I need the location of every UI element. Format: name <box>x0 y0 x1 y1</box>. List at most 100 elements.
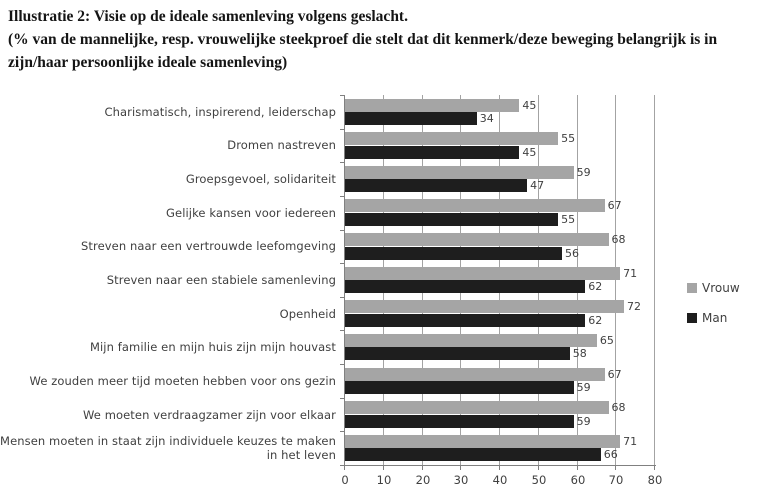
bar-group-line: 58 <box>345 347 587 361</box>
y-tick <box>340 95 344 96</box>
bar-value-label: 59 <box>576 381 591 395</box>
category-row: Groepsgevoel, solidariteit 59 47 <box>0 162 767 196</box>
category-row: Streven naar een vertrouwde leefomgeving… <box>0 230 767 264</box>
category-label: Streven naar een stabiele samenleving <box>106 272 336 287</box>
bar-group-line: 55 <box>345 212 575 226</box>
bar-value-label: 58 <box>572 347 587 361</box>
bar-man <box>345 246 562 260</box>
category-label: Mensen moeten in staat zijn individuele … <box>0 434 336 463</box>
legend-item-man: Man <box>687 311 740 325</box>
y-tick <box>340 398 344 399</box>
bar-group-line: 68 <box>345 401 626 415</box>
legend: Vrouw Man <box>687 281 740 341</box>
x-tick <box>422 465 423 470</box>
bar-man <box>345 313 586 327</box>
bar-value-label: 45 <box>522 98 537 112</box>
x-tick-label: 80 <box>647 473 663 487</box>
x-tick-label: 60 <box>570 473 586 487</box>
legend-swatch-vrouw <box>687 283 697 293</box>
gridline <box>654 95 655 465</box>
bar-group-line: 59 <box>345 165 591 179</box>
legend-label-man: Man <box>702 311 728 325</box>
figure-caption: Illustratie 2: Visie op de ideale samenl… <box>8 5 762 74</box>
bar-value-label: 68 <box>611 233 626 247</box>
legend-label-vrouw: Vrouw <box>702 281 740 295</box>
category-row: We zouden meer tijd moeten hebben voor o… <box>0 364 767 398</box>
x-tick <box>654 465 655 470</box>
bar-group-line: 47 <box>345 179 545 193</box>
bar-vrouw <box>345 132 559 146</box>
bar-group-line: 59 <box>345 381 591 395</box>
gridline <box>499 95 500 465</box>
legend-item-vrouw: Vrouw <box>687 281 740 295</box>
bar-group-line: 59 <box>345 414 591 428</box>
bar-chart: Charismatisch, inspirerend, leiderschap 4… <box>0 95 767 502</box>
category-row: Dromen nastreven 55 45 <box>0 129 767 163</box>
gridline <box>460 95 461 465</box>
x-tick <box>615 465 616 470</box>
bar-group-line: 62 <box>345 313 602 327</box>
bar-value-label: 47 <box>530 179 545 193</box>
category-row: Mensen moeten in staat zijn individuele … <box>0 431 767 465</box>
x-tick-label: 50 <box>531 473 547 487</box>
bar-man <box>345 179 528 193</box>
bar-value-label: 68 <box>611 401 626 415</box>
gridline <box>538 95 539 465</box>
category-row: Charismatisch, inspirerend, leiderschap 4… <box>0 95 767 129</box>
bar-group-line: 71 <box>345 266 638 280</box>
bar-value-label: 67 <box>607 199 622 213</box>
bar-vrouw <box>345 233 609 247</box>
category-row: Openheid 72 62 <box>0 297 767 331</box>
bar-value-label: 71 <box>623 434 638 448</box>
bar-group-line: 55 <box>345 132 576 146</box>
x-tick <box>577 465 578 470</box>
bar-vrouw <box>345 300 624 314</box>
bar-value-label: 71 <box>623 266 638 280</box>
x-axis <box>344 465 656 466</box>
category-row: Streven naar een stabiele samenleving 71 6… <box>0 263 767 297</box>
bar-value-label: 55 <box>561 132 576 146</box>
bar-group-line: 66 <box>345 448 618 462</box>
bar-group-line: 68 <box>345 233 626 247</box>
category-label: Charismatisch, inspirerend, leiderschap <box>104 104 336 119</box>
bar-group-line: 45 <box>345 98 537 112</box>
bar-vrouw <box>345 98 520 112</box>
y-tick <box>340 162 344 163</box>
bar-man <box>345 381 574 395</box>
bar-value-label: 45 <box>522 145 537 159</box>
bar-man <box>345 347 570 361</box>
x-tick <box>383 465 384 470</box>
figure-subtitle: (% van de mannelijke, resp. vrouwelijke … <box>8 31 718 71</box>
bar-man <box>345 280 586 294</box>
bar-group-line: 72 <box>345 300 641 314</box>
bar-vrouw <box>345 333 597 347</box>
category-row: We moeten verdraagzamer zijn voor elkaar… <box>0 398 767 432</box>
y-tick <box>340 297 344 298</box>
bar-vrouw <box>345 266 621 280</box>
bar-group-line: 67 <box>345 199 622 213</box>
category-label: Dromen nastreven <box>227 138 336 153</box>
category-label: We moeten verdraagzamer zijn voor elkaar <box>82 407 336 422</box>
gridline <box>422 95 423 465</box>
category-label: Gelijke kansen voor iedereen <box>166 205 336 220</box>
x-tick <box>460 465 461 470</box>
x-tick <box>499 465 500 470</box>
bar-group-line: 45 <box>345 145 537 159</box>
bar-value-label: 62 <box>588 280 603 294</box>
y-tick <box>340 330 344 331</box>
bar-man <box>345 414 574 428</box>
x-tick-label: 40 <box>492 473 508 487</box>
gridline <box>383 95 384 465</box>
bar-group-line: 56 <box>345 246 579 260</box>
y-tick <box>340 196 344 197</box>
plot-area <box>344 95 655 465</box>
x-tick <box>344 465 345 470</box>
bar-group-line: 34 <box>345 112 494 125</box>
y-tick <box>340 465 344 466</box>
bar-group-line: 62 <box>345 280 603 294</box>
category-label: Openheid <box>279 306 336 321</box>
gridline <box>577 95 578 465</box>
category-label: We zouden meer tijd moeten hebben voor o… <box>29 373 336 388</box>
bar-value-label: 66 <box>603 448 618 462</box>
